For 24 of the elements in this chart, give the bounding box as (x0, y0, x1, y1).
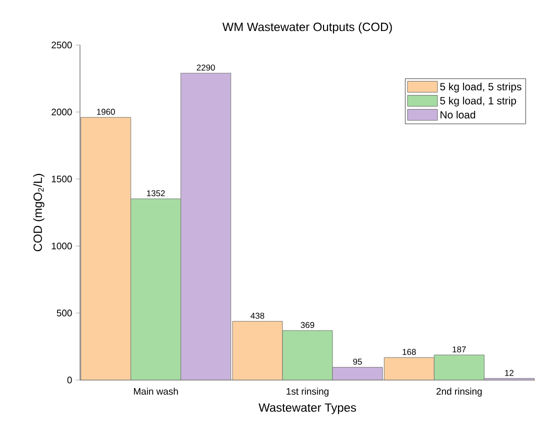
y-tick-label: 0 (67, 376, 72, 384)
x-tick-label: 2nd rinsing (436, 388, 482, 397)
legend-label: No load (440, 110, 476, 118)
y-tick-label: 1500 (52, 176, 72, 182)
chart-title: WM Wastewater Outputs (COD) (222, 22, 392, 34)
data-label: 1352 (147, 190, 165, 196)
x-tick-label: 1st rinsing (286, 388, 328, 397)
legend-label: 5 kg load, 5 strips (440, 82, 522, 92)
legend-label: 5 kg load, 1 strip (440, 96, 516, 107)
data-label: 1960 (97, 108, 115, 115)
data-label: 2290 (196, 64, 215, 71)
data-label: 95 (353, 358, 362, 365)
y-tick-label: 2500 (52, 42, 72, 48)
data-label: 187 (452, 346, 466, 352)
x-axis-title: Wastewater Types (258, 403, 356, 414)
y-tick-label: 1000 (52, 242, 72, 250)
x-tick-label: Main wash (134, 388, 178, 395)
y-axis-title: COD (mgO$_{2}$/L) (33, 174, 44, 252)
y-tick-label: 500 (56, 310, 72, 316)
data-label: 12 (505, 370, 514, 376)
data-label: 438 (250, 312, 264, 319)
y-tick-label: 2000 (52, 108, 72, 116)
data-label: 369 (300, 322, 314, 328)
data-label: 168 (402, 348, 416, 355)
